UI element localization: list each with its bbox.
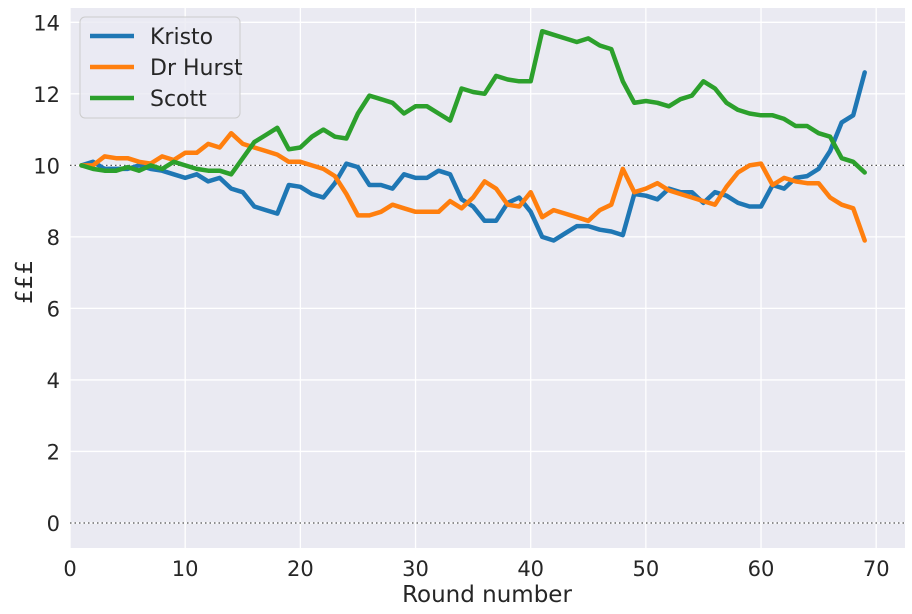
x-tick-label: 50 bbox=[632, 557, 659, 581]
x-axis-label: Round number bbox=[402, 582, 572, 608]
x-tick-label: 30 bbox=[402, 557, 429, 581]
series-lines bbox=[79, 28, 867, 243]
x-tick-label: 0 bbox=[63, 557, 76, 581]
legend-label: Scott bbox=[150, 87, 207, 112]
series-line-kristo bbox=[79, 70, 867, 243]
y-tick-label: 6 bbox=[47, 297, 60, 321]
legend: Kristo Dr Hurst Scott bbox=[79, 16, 243, 119]
y-tick-label: 10 bbox=[33, 154, 60, 178]
y-tick-labels: 0 2 4 6 8 10 12 14 bbox=[33, 11, 60, 536]
y-axis-label: £££ bbox=[12, 260, 38, 304]
y-tick-label: 0 bbox=[47, 512, 60, 536]
x-tick-label: 70 bbox=[863, 557, 890, 581]
series-line-dr-hurst bbox=[79, 130, 867, 243]
y-tick-label: 8 bbox=[47, 226, 60, 250]
y-tick-label: 14 bbox=[33, 11, 60, 35]
y-tick-label: 4 bbox=[47, 369, 60, 393]
x-tick-labels: 0 10 20 30 40 50 60 70 bbox=[63, 557, 889, 581]
legend-box bbox=[79, 16, 241, 119]
legend-label: Kristo bbox=[150, 25, 213, 50]
y-tick-label: 2 bbox=[47, 440, 60, 464]
grid-lines bbox=[69, 8, 905, 548]
legend-label: Dr Hurst bbox=[150, 56, 243, 81]
x-tick-label: 10 bbox=[172, 557, 199, 581]
x-tick-label: 40 bbox=[517, 557, 544, 581]
x-tick-label: 60 bbox=[748, 557, 775, 581]
x-tick-label: 20 bbox=[287, 557, 314, 581]
series-line-scott bbox=[79, 28, 867, 177]
y-tick-label: 12 bbox=[33, 83, 60, 107]
